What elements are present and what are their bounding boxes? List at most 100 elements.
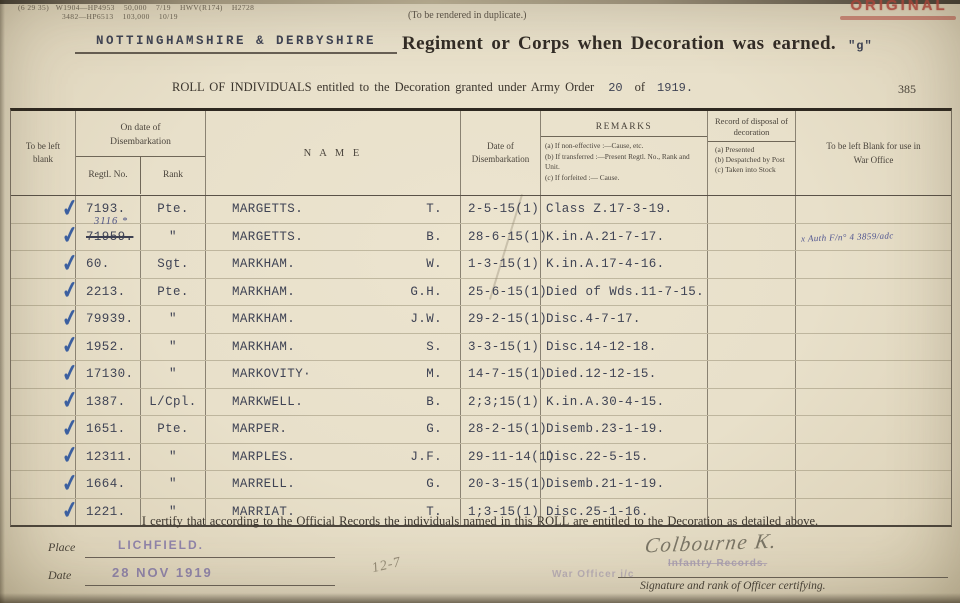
cell-rank: ": [141, 223, 206, 250]
cell-war-office: [796, 334, 951, 361]
cell-remarks: Died.12-12-15.: [541, 361, 708, 388]
cell-regtl-no: 1664.: [76, 471, 141, 498]
cell-disembark-date: 28-6-15(1): [461, 223, 547, 250]
cell-left-blank: ✓: [11, 415, 79, 443]
remarks-text: Disc.4-7-17.: [546, 312, 641, 327]
cell-disposal: [708, 361, 796, 388]
rank-value: ": [169, 367, 177, 382]
initials: G.: [426, 477, 442, 492]
cell-war-office: [796, 416, 951, 443]
remarks-text: Disemb.21-1-19.: [546, 477, 665, 492]
disembark-date: 3-3-15(1): [468, 339, 540, 354]
officer-signature: Colbourne K.: [643, 528, 780, 558]
cell-disposal: [708, 388, 796, 415]
cell-name: MARPER. G.: [206, 416, 461, 443]
surname: MARRIAT.: [232, 504, 296, 519]
cell-regtl-no: 1952.: [76, 333, 141, 360]
cell-regtl-no: 1651.: [76, 416, 141, 443]
cell-remarks: K.in.A.21-7-17.: [541, 223, 708, 250]
surname: MARPER.: [232, 422, 288, 437]
initials: T.: [426, 202, 442, 217]
table-row: ✓ 7193. Pte. MARGETTS. T. 2-5-15(1) Class…: [11, 195, 951, 224]
cell-disposal: [708, 443, 796, 470]
rank-value: ": [169, 504, 177, 519]
rank-value: Sgt.: [157, 257, 189, 272]
rank-value: ": [169, 477, 177, 492]
header-left-blank: To be left blank: [11, 111, 76, 195]
cell-remarks: Disc.22-5-15.: [541, 443, 708, 470]
rank-value: ": [169, 229, 177, 244]
cell-remarks: Died of Wds.11-7-15.: [541, 278, 708, 305]
cell-regtl-no: 7193.: [76, 196, 141, 223]
place-label: Place: [48, 540, 76, 554]
initials: S.: [426, 339, 442, 354]
cell-war-office: [796, 389, 951, 416]
table-row: ✓ 1387. L/Cpl. MARKWELL. B. 2;3;15(1) K.i…: [11, 387, 951, 416]
disembark-date: 28-2-15(1): [468, 422, 548, 437]
certification-statement: I certify that according to the Official…: [141, 514, 819, 528]
table-header: To be left blank On date of Disembarkati…: [11, 111, 951, 196]
roll-heading-text: ROLL OF INDIVIDUALS entitled to the Deco…: [172, 80, 595, 94]
cell-rank: ": [141, 443, 206, 470]
regtl-no: 60.: [86, 257, 110, 272]
signature-caption: Signature and rank of Officer certifying…: [640, 580, 826, 592]
rank-value: Pte.: [157, 284, 189, 299]
cell-left-blank: ✓: [11, 442, 79, 470]
cell-disembark-date: 29-11-14(1): [461, 443, 555, 470]
rank-value: Pte.: [157, 202, 189, 217]
cell-left-blank: ✓: [11, 277, 79, 305]
header-remarks-group: REMARKS (a) If non-effective :—Cause, et…: [541, 111, 708, 195]
cell-rank: Pte.: [141, 278, 206, 305]
initials: T.: [426, 504, 442, 519]
infantry-records-stamp: Infantry Records.: [668, 558, 768, 569]
cell-war-office: [796, 196, 951, 223]
cell-disposal: [708, 306, 796, 333]
surname: MARRELL.: [232, 477, 296, 492]
roll-heading: ROLL OF INDIVIDUALS entitled to the Deco…: [172, 80, 693, 95]
surname: MARKHAM.: [232, 257, 296, 272]
page-number: 385: [898, 82, 916, 96]
header-disposal-a: (a) Presented: [715, 145, 755, 154]
cell-disembark-date: 29-2-15(1): [461, 306, 547, 333]
cell-war-office: [796, 306, 951, 333]
surname: MARKHAM.: [232, 312, 296, 327]
cell-left-blank: ✓: [11, 305, 79, 333]
scan-edge-bottom: [0, 593, 960, 603]
cell-disembark-date: 14-7-15(1): [461, 361, 547, 388]
cell-rank: ": [141, 498, 206, 525]
disembark-date: 1-3-15(1): [468, 257, 540, 272]
table-row: ✓ 17130. " MARKOVITY· M. 14-7-15(1) Died.…: [11, 360, 951, 389]
cell-regtl-no: 60.: [76, 251, 141, 278]
original-stamp: ORIGINAL: [850, 0, 948, 14]
header-on-date-group: On date of Disembarkation Regtl. No. Ran…: [76, 111, 206, 195]
regtl-no: 17130.: [86, 367, 134, 382]
surname: MARGETTS.: [232, 202, 304, 217]
cell-left-blank: ✓: [11, 250, 79, 278]
cell-disposal: [708, 416, 796, 443]
scan-edge-top: [0, 0, 960, 4]
cell-name: MARGETTS. B.: [206, 223, 461, 250]
regtl-no: 1387.: [86, 394, 126, 409]
disembark-date: 20-3-15(1): [468, 477, 548, 492]
remarks-text: Disc.22-5-15.: [546, 449, 649, 464]
table-row: ✓ 60. Sgt. MARKHAM. W. 1-3-15(1) K.in.A.1…: [11, 250, 951, 279]
cell-disposal: [708, 251, 796, 278]
place-stamp: LICHFIELD.: [118, 538, 204, 552]
cell-war-office: x Auth F/n° 4 3859/adc: [796, 224, 951, 251]
printer-code-line2: 3482—HP6513 103,000 10/19: [62, 12, 178, 21]
surname: MARPLES.: [232, 449, 296, 464]
remarks-text: Disemb.23-1-19.: [546, 422, 665, 437]
pencil-annotation: 12-7: [370, 554, 403, 577]
cell-name: MARPLES. J.F.: [206, 443, 461, 470]
regtl-no: 7193.: [86, 202, 126, 217]
regtl-no: 12311.: [86, 449, 134, 464]
cell-disembark-date: 25-6-15(1): [461, 278, 547, 305]
header-disposal: Record of disposal of decoration: [708, 111, 795, 142]
surname: MARGETTS.: [232, 229, 304, 244]
header-rank: Rank: [140, 157, 205, 194]
cell-regtl-no: 17130.: [76, 361, 141, 388]
header-regtl-no: Regtl. No.: [88, 170, 128, 181]
cell-rank: ": [141, 361, 206, 388]
table-row: ✓ 2213. Pte. MARKHAM. G.H. 25-6-15(1) Die…: [11, 277, 951, 306]
